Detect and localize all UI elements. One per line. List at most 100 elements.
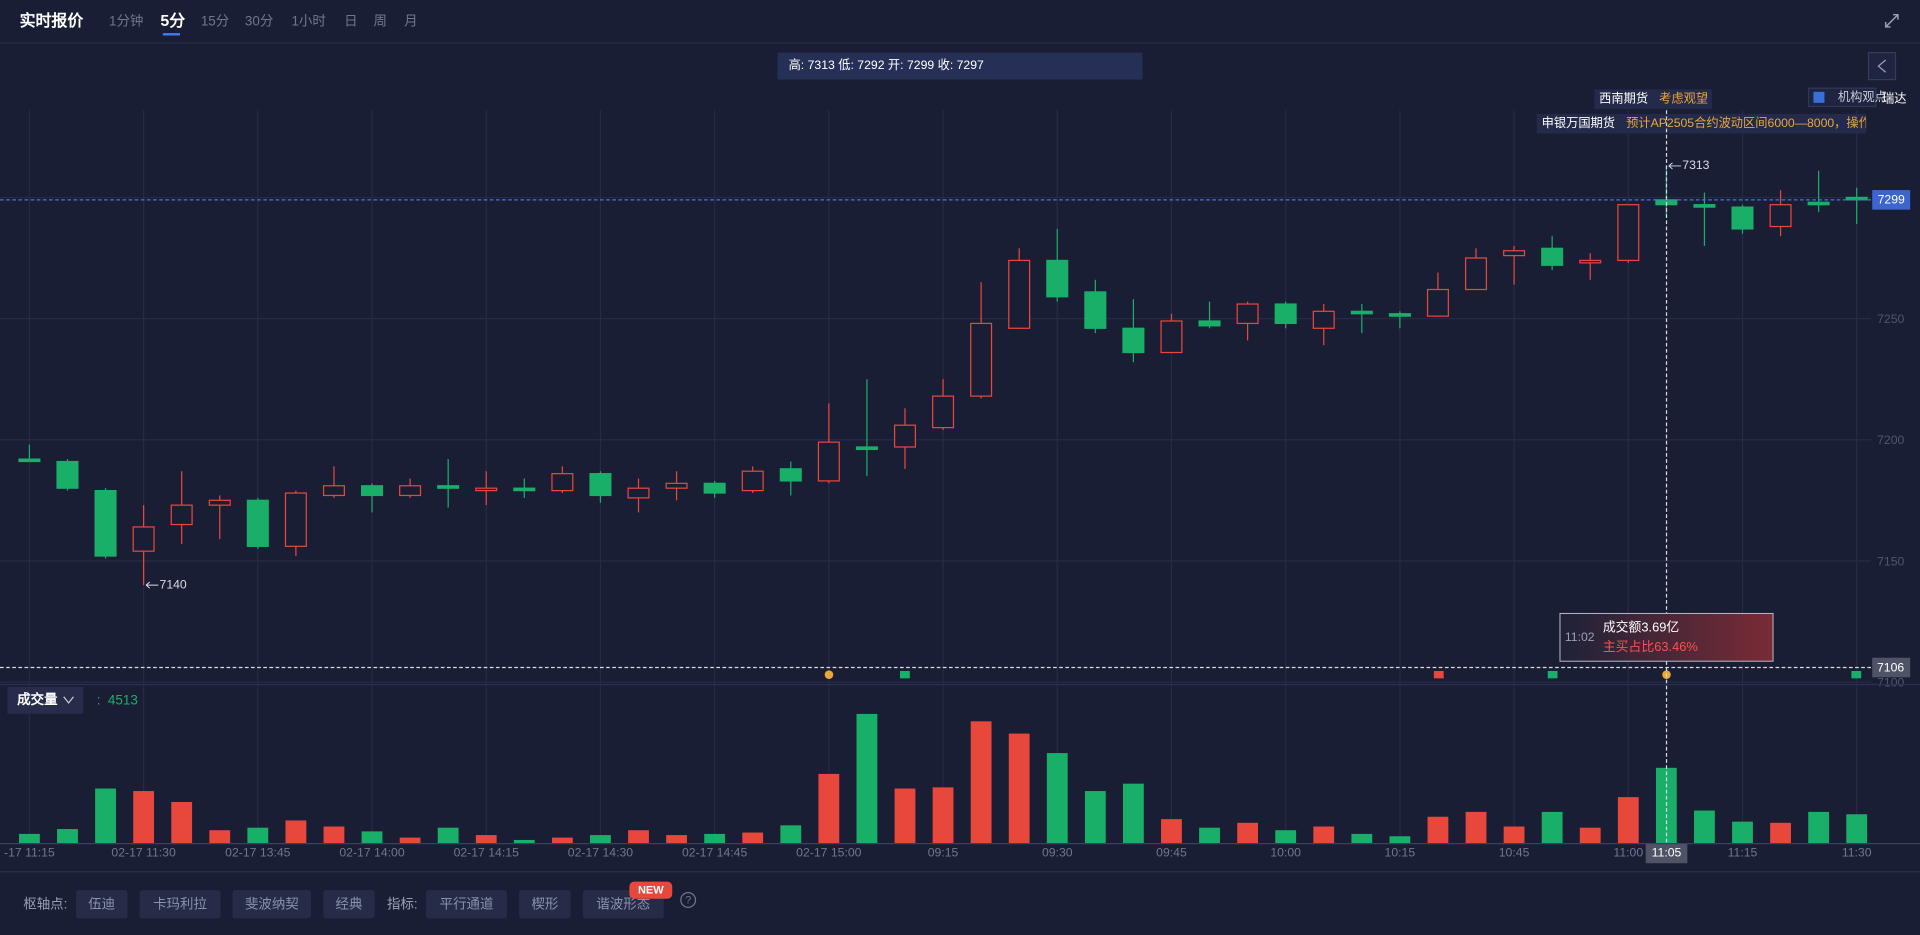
pivot-button[interactable] <box>323 890 375 919</box>
candle-body <box>932 395 955 429</box>
event-icon[interactable] <box>1547 671 1558 679</box>
pivot-button[interactable] <box>75 890 128 919</box>
volume-readout: : 4513 <box>97 692 138 707</box>
x-tick-label: 02-17 14:00 <box>339 846 405 860</box>
x-tick-label: 02-17 14:30 <box>568 846 634 860</box>
pivot-button[interactable] <box>139 890 221 919</box>
help-icon[interactable] <box>680 892 697 908</box>
volume-bar <box>818 773 840 844</box>
candle-body <box>703 482 726 494</box>
indicator-button[interactable] <box>426 890 507 919</box>
crosshair-price-tag <box>1872 657 1911 678</box>
candle-body <box>1731 206 1754 230</box>
news-source: 申银万国期货 <box>1542 115 1615 130</box>
collapse-icon[interactable] <box>1884 13 1899 28</box>
volume-bar <box>1275 830 1297 844</box>
volume-bar <box>1046 753 1068 844</box>
volume-bar <box>1351 833 1373 844</box>
y-tick-label: 7100 <box>1877 675 1904 689</box>
label: 高: <box>789 57 805 72</box>
news-tag[interactable] <box>1536 113 1920 134</box>
x-tick-label: 02-17 15:00 <box>796 846 862 860</box>
side-toggle[interactable] <box>1867 52 1897 81</box>
pivot-text: 斐波纳契 <box>245 896 299 911</box>
volume-bar <box>1655 767 1677 844</box>
x-tick-label: -17 11:15 <box>4 846 55 860</box>
ohlc-text: 高: 7313 低: 7292 开: 7299 收: 7297 <box>789 57 984 72</box>
indicator-label: 指标: <box>387 896 418 911</box>
volume-bar <box>133 791 155 844</box>
volume-bar <box>856 713 878 844</box>
tab[interactable]: 15分 <box>201 14 229 29</box>
tab[interactable]: 周 <box>373 14 386 29</box>
news-tag[interactable] <box>1594 89 1712 109</box>
candle-body <box>475 487 498 492</box>
candle-body <box>170 504 193 526</box>
institution-button[interactable] <box>1807 87 1877 108</box>
candle-body <box>665 482 688 489</box>
last-price: 7299 <box>1878 193 1905 207</box>
volume-bar <box>1694 810 1715 844</box>
dropdown-chevron <box>63 696 74 704</box>
candle-body <box>208 499 231 506</box>
volume-bar <box>1770 822 1791 844</box>
event-icon[interactable] <box>900 671 910 679</box>
event-icon[interactable] <box>824 670 834 679</box>
extreme-label: 7140 <box>160 577 187 591</box>
pivot-button[interactable] <box>232 890 312 919</box>
candle-body <box>1769 204 1792 228</box>
last-price-tag <box>1872 190 1911 210</box>
tab[interactable]: 日 <box>344 14 357 29</box>
volume-bar <box>742 832 764 844</box>
institution-next: 瑞达 <box>1882 91 1906 105</box>
candle-body <box>817 441 840 482</box>
event-icon[interactable] <box>1433 671 1444 679</box>
label: 收: <box>938 58 954 72</box>
candle-body <box>589 473 612 497</box>
volume-bar <box>475 835 497 844</box>
candle-body <box>627 487 650 499</box>
tab-active[interactable]: 5分 <box>160 12 185 30</box>
tab[interactable]: 30分 <box>245 14 273 29</box>
volume-bar <box>551 837 573 844</box>
ohlc-tooltip <box>777 52 1143 80</box>
x-tick-label: 09:45 <box>1156 846 1187 860</box>
candle-body <box>1312 310 1335 329</box>
tab[interactable]: 1分钟 <box>109 13 143 29</box>
candle-body <box>513 487 536 492</box>
event-icon[interactable] <box>1851 671 1862 679</box>
volume-bar <box>361 831 383 844</box>
candle-body <box>1426 288 1449 317</box>
candle-body <box>1198 320 1221 327</box>
crosshair-time-tag <box>1645 843 1688 864</box>
candle-body <box>1617 204 1640 262</box>
indicator-button[interactable] <box>519 890 571 919</box>
tab[interactable]: 月 <box>404 14 417 29</box>
candle-body <box>1160 320 1183 354</box>
crosshair-price: 7106 <box>1877 660 1904 674</box>
news-text: 预计AP2505合约波动区间6000—8000，操作上建议 <box>1626 115 1908 130</box>
candle-body <box>855 446 878 451</box>
candle-body <box>322 485 345 497</box>
volume-bar <box>1389 836 1411 844</box>
pivot-text: 卡玛利拉 <box>153 896 207 911</box>
volume-value: 4513 <box>108 692 138 707</box>
indicator-text: 平行通道 <box>440 896 494 911</box>
volume-bar <box>704 833 726 844</box>
volume-bar <box>323 826 345 844</box>
volume-bar <box>1427 816 1449 844</box>
candle-body <box>741 470 764 492</box>
volume-bar <box>970 721 992 844</box>
x-tick-label: 09:15 <box>928 846 959 860</box>
tab[interactable]: 1小时 <box>291 14 325 29</box>
news-text: 考虑观望 <box>1659 90 1708 105</box>
indicator-text: 谐波形态 <box>596 896 650 911</box>
volume-bar <box>57 829 78 844</box>
candle-body <box>399 485 422 497</box>
institution-icon <box>1813 91 1825 103</box>
hover-amount: 成交额3.69亿 <box>1603 620 1680 635</box>
volume-name: 成交量 <box>17 691 58 707</box>
